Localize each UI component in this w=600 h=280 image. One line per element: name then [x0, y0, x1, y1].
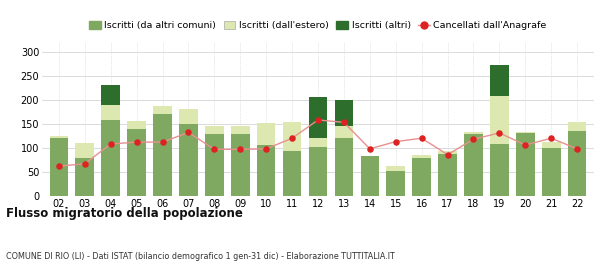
Bar	[568, 131, 586, 196]
Bar	[179, 109, 198, 124]
Bar	[308, 147, 328, 196]
Bar	[153, 106, 172, 114]
Point	[339, 120, 349, 125]
Bar	[101, 120, 120, 196]
Bar	[386, 171, 405, 196]
Point	[547, 136, 556, 141]
Point	[54, 164, 64, 168]
Bar	[335, 100, 353, 126]
Point	[209, 147, 219, 151]
Bar	[127, 129, 146, 196]
Point	[417, 136, 427, 141]
Bar	[308, 138, 328, 147]
Bar	[76, 157, 94, 196]
Bar	[438, 151, 457, 154]
Bar	[257, 144, 275, 196]
Bar	[101, 104, 120, 120]
Point	[132, 140, 142, 144]
Bar	[50, 138, 68, 196]
Bar	[283, 151, 301, 196]
Bar	[516, 134, 535, 196]
Bar	[283, 122, 301, 151]
Bar	[464, 134, 483, 196]
Bar	[335, 126, 353, 138]
Point	[235, 147, 245, 151]
Bar	[76, 143, 94, 157]
Point	[158, 140, 167, 144]
Text: Flusso migratorio della popolazione: Flusso migratorio della popolazione	[6, 207, 243, 220]
Bar	[490, 144, 509, 196]
Point	[184, 130, 193, 135]
Bar	[127, 122, 146, 129]
Point	[80, 162, 89, 166]
Bar	[361, 156, 379, 196]
Text: COMUNE DI RIO (LI) - Dati ISTAT (bilancio demografico 1 gen-31 dic) - Elaborazio: COMUNE DI RIO (LI) - Dati ISTAT (bilanci…	[6, 252, 395, 261]
Bar	[412, 155, 431, 157]
Point	[106, 142, 115, 146]
Bar	[205, 126, 224, 134]
Bar	[335, 138, 353, 196]
Point	[572, 147, 582, 151]
Point	[443, 152, 452, 157]
Bar	[179, 124, 198, 196]
Bar	[386, 166, 405, 171]
Point	[391, 139, 401, 144]
Point	[313, 118, 323, 122]
Bar	[438, 154, 457, 196]
Bar	[257, 123, 275, 144]
Bar	[490, 96, 509, 144]
Bar	[516, 132, 535, 134]
Bar	[542, 148, 560, 196]
Bar	[101, 85, 120, 104]
Point	[262, 147, 271, 151]
Point	[521, 143, 530, 147]
Bar	[308, 97, 328, 138]
Bar	[542, 142, 560, 148]
Bar	[205, 134, 224, 196]
Bar	[231, 134, 250, 196]
Point	[287, 136, 297, 141]
Bar	[412, 157, 431, 196]
Bar	[568, 122, 586, 131]
Point	[494, 131, 504, 135]
Legend: Iscritti (da altri comuni), Iscritti (dall'estero), Iscritti (altri), Cancellati: Iscritti (da altri comuni), Iscritti (da…	[86, 17, 550, 34]
Bar	[231, 126, 250, 134]
Point	[469, 137, 478, 141]
Bar	[464, 132, 483, 134]
Bar	[153, 114, 172, 196]
Bar	[490, 65, 509, 96]
Bar	[50, 136, 68, 138]
Point	[365, 147, 374, 151]
